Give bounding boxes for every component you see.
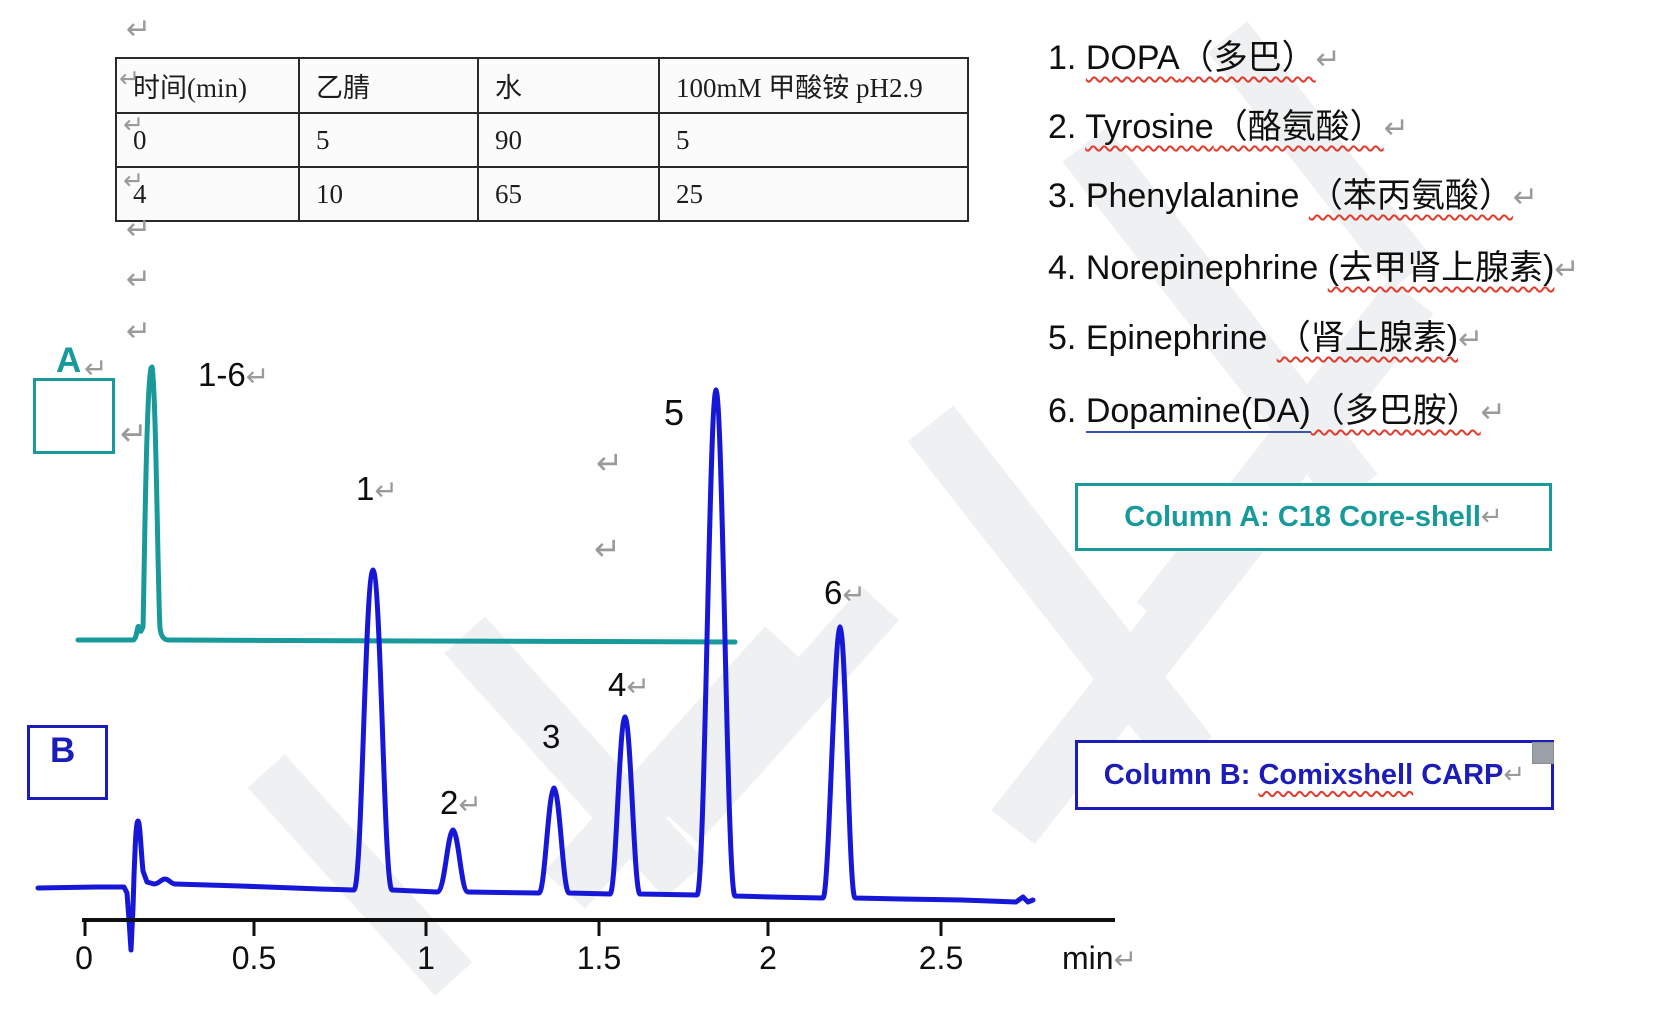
x-tick-label-1_5: 1.5 xyxy=(576,940,622,976)
return-arrow-icon: ↵ xyxy=(123,110,144,139)
peak-number: 4 xyxy=(608,666,627,703)
return-arrow-icon: ↵ xyxy=(126,314,152,349)
peak-number: 2 xyxy=(440,784,459,821)
compound-item-2: 2. Tyrosine（酪氨酸）↵ xyxy=(1048,99,1409,148)
trace-column-b xyxy=(35,387,1036,953)
item-text-en: Phenylalanine xyxy=(1085,177,1309,215)
table-row: 0 5 90 5 xyxy=(115,112,969,168)
panel-a-box xyxy=(33,378,115,454)
item-number: 4. xyxy=(1048,249,1086,287)
table-row: 4 10 65 25 xyxy=(115,166,969,222)
return-arrow-icon: ↵ xyxy=(374,474,398,507)
item-text-cn: (去甲肾上腺素) xyxy=(1327,249,1555,287)
item-number: 2. xyxy=(1048,108,1086,146)
peak-group-text: 1-6 xyxy=(198,356,246,393)
compound-item-6: 6. Dopamine(DA)（多巴胺）↵ xyxy=(1048,383,1506,433)
item-text: DOPA（多巴） xyxy=(1085,39,1316,77)
x-tick-label-0: 0 xyxy=(75,940,93,976)
return-arrow-icon: ↵ xyxy=(1512,180,1539,215)
return-arrow-icon: ↵ xyxy=(1554,252,1580,287)
item-text-cn: （苯丙氨酸） xyxy=(1308,177,1513,215)
table-header-cell: 100mM 甲酸铵 pH2.9 xyxy=(658,57,969,114)
item-text-en: Norepinephrine xyxy=(1085,249,1328,287)
return-arrow-icon: ↵ xyxy=(126,262,152,297)
item-number: 1. xyxy=(1048,39,1086,77)
return-arrow-icon: ↵ xyxy=(1458,322,1484,357)
compound-item-4: 4. Norepinephrine (去甲肾上腺素)↵ xyxy=(1048,240,1580,289)
x-axis-unit-text: min xyxy=(1062,940,1114,976)
peak-number: 1 xyxy=(356,470,375,507)
table-cell: 5 xyxy=(658,112,969,168)
return-arrow-icon: ↵ xyxy=(1113,943,1138,976)
return-arrow-icon: ↵ xyxy=(126,12,152,47)
compound-item-1: 1. DOPA（多巴）↵ xyxy=(1048,30,1341,79)
item-number: 6. xyxy=(1048,392,1086,430)
table-cell: 5 xyxy=(298,112,479,168)
item-text: Tyrosine（酪氨酸） xyxy=(1085,108,1384,146)
x-axis-unit-label: min↵ xyxy=(1062,940,1137,977)
return-arrow-icon: ↵ xyxy=(123,166,144,195)
table-cell: 4 xyxy=(115,166,300,222)
return-arrow-icon: ↵ xyxy=(126,212,152,247)
return-arrow-icon: ↵ xyxy=(120,414,148,453)
panel-b-box xyxy=(27,725,108,800)
table-header-cell: 水 xyxy=(477,57,660,114)
return-arrow-icon: ↵ xyxy=(1480,502,1503,532)
column-b-box: Column B: Comixshell CARP ↵ xyxy=(1075,740,1554,810)
peak-number: 6 xyxy=(824,574,843,611)
x-tick-label-2_5: 2.5 xyxy=(918,940,964,976)
column-b-text: Column B: Comixshell CARP xyxy=(1103,758,1504,791)
peak-label-4: 4↵ xyxy=(608,666,650,704)
item-text-en: Epinephrine xyxy=(1085,319,1277,357)
return-arrow-icon: ↵ xyxy=(596,444,623,482)
return-arrow-icon: ↵ xyxy=(1383,111,1409,146)
table-cell: 90 xyxy=(477,112,660,168)
resize-handle[interactable] xyxy=(1532,742,1554,764)
item-text-cn: （多巴胺） xyxy=(1310,392,1481,430)
return-arrow-icon: ↵ xyxy=(245,360,270,393)
return-arrow-icon: ↵ xyxy=(458,788,482,821)
x-tick-label-0_5: 0.5 xyxy=(231,940,277,976)
item-number: 3. xyxy=(1048,177,1086,215)
return-arrow-icon: ↵ xyxy=(84,352,108,385)
column-a-box: Column A: C18 Core-shell ↵ xyxy=(1075,483,1552,551)
peak-label-1: 1↵ xyxy=(356,470,398,508)
compound-item-3: 3. Phenylalanine （苯丙氨酸）↵ xyxy=(1048,168,1538,217)
table-cell: 0 xyxy=(115,112,300,168)
x-axis-ticks xyxy=(83,920,943,936)
table-cell: 65 xyxy=(477,166,660,222)
peak-label-5: 5 xyxy=(664,392,685,433)
peak-label-2: 2↵ xyxy=(440,784,482,822)
table-cell: 10 xyxy=(298,166,479,222)
column-a-text: Column A: C18 Core-shell xyxy=(1124,500,1481,533)
return-arrow-icon: ↵ xyxy=(1315,42,1341,77)
item-text-cn: （肾上腺素) xyxy=(1276,319,1459,357)
peak-label-6: 6↵ xyxy=(824,574,866,612)
return-arrow-icon: ↵ xyxy=(1480,395,1506,430)
peak-label-3: 3 xyxy=(542,718,561,755)
item-text-en: Dopamine(DA) xyxy=(1085,392,1311,433)
return-arrow-icon: ↵ xyxy=(119,64,140,93)
peak-group-label: 1-6↵ xyxy=(198,356,269,394)
panel-b-label: B xyxy=(50,731,76,770)
table-header-cell: 时间(min) xyxy=(115,57,300,114)
x-tick-label-1: 1 xyxy=(417,940,435,976)
return-arrow-icon: ↵ xyxy=(842,578,866,611)
return-arrow-icon: ↵ xyxy=(594,530,621,568)
gradient-table: 时间(min) 乙腈 水 100mM 甲酸铵 pH2.9 0 5 90 5 4 … xyxy=(115,57,969,222)
trace-column-a xyxy=(75,364,738,645)
panel-a-label: A xyxy=(56,341,82,380)
table-header-cell: 乙腈 xyxy=(298,57,479,114)
compound-item-5: 5. Epinephrine （肾上腺素)↵ xyxy=(1048,310,1483,359)
table-cell: 25 xyxy=(658,166,969,222)
item-number: 5. xyxy=(1048,319,1086,357)
table-header-row: 时间(min) 乙腈 水 100mM 甲酸铵 pH2.9 xyxy=(115,57,969,114)
return-arrow-icon: ↵ xyxy=(1503,760,1526,790)
x-tick-label-2: 2 xyxy=(759,940,777,976)
return-arrow-icon: ↵ xyxy=(626,670,650,703)
